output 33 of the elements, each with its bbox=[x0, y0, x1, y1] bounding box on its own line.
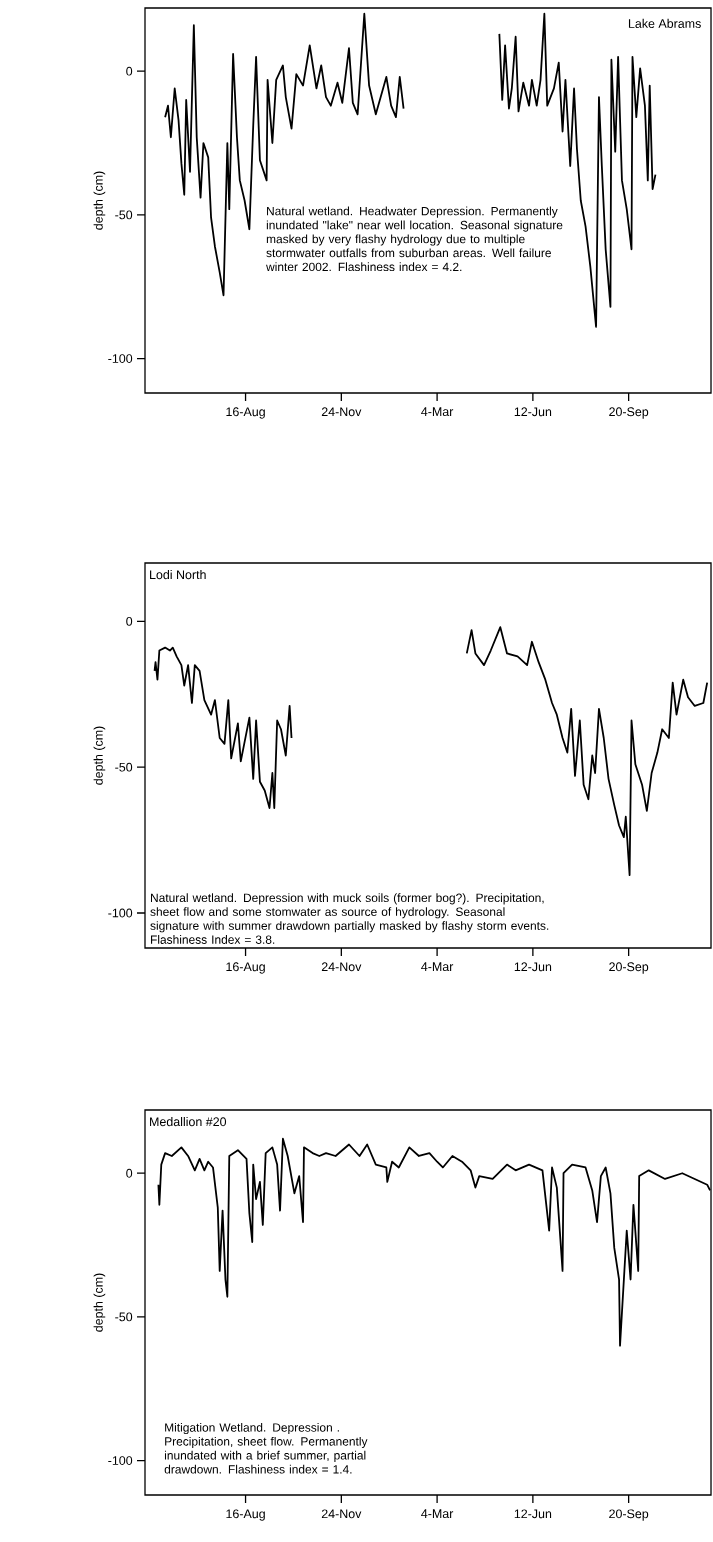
x-tick-label: 20-Sep bbox=[609, 407, 649, 419]
x-tick-label: 12-Jun bbox=[514, 962, 552, 972]
x-tick-label: 24-Nov bbox=[321, 962, 362, 972]
y-tick-label: -50 bbox=[115, 762, 133, 772]
annotation: Natural wetland. Depression with muck soils (former bog?). Precipitation, sheet flow and some stomwater as source of hydrology. Seasonal signature with summer drawdown partially masked by flashy storm events. Flashiness Index = 3.8. bbox=[150, 893, 549, 944]
y-tick-label: -50 bbox=[115, 1312, 133, 1322]
x-tick-label: 20-Sep bbox=[609, 962, 649, 974]
y-tick-label: 0 bbox=[126, 1168, 133, 1178]
y-tick-label: -100 bbox=[108, 354, 133, 363]
x-tick-label: 24-Nov bbox=[321, 407, 362, 417]
y-tick-label: -50 bbox=[115, 210, 133, 220]
x-tick-label: 16-Aug bbox=[226, 1509, 265, 1521]
x-tick-label: 12-Jun bbox=[514, 1509, 552, 1519]
x-tick-label: 20-Sep bbox=[609, 1509, 649, 1521]
x-tick-label: 4-Mar bbox=[421, 962, 454, 972]
y-axis-title: depth (cm) bbox=[93, 726, 106, 785]
text: Lake Abrams bbox=[628, 18, 701, 28]
y-tick-label: 0 bbox=[126, 66, 133, 76]
x-tick-label: 16-Aug bbox=[226, 407, 265, 419]
chart-title: Medallion #20 bbox=[150, 1116, 227, 1127]
y-tick-label: 0 bbox=[126, 616, 133, 626]
y-tick-label: -100 bbox=[108, 908, 133, 918]
y-axis-title: depth (cm) bbox=[93, 171, 106, 230]
x-tick-label: 4-Mar bbox=[421, 1509, 454, 1519]
annotation: Natural wetland. Headwater Depression. Permanently inundated "lake" near well location. Seasonal signature masked by very flashy hydrology due to multiple stormwater outfalls from suburban areas. Well failure winter 2002. Flashiness index = 4.2. bbox=[266, 206, 563, 272]
chart-title: Lodi North bbox=[150, 569, 206, 580]
x-tick-label: 4-Mar bbox=[421, 407, 454, 417]
x-tick-label: 12-Jun bbox=[514, 407, 552, 417]
x-tick-label: 24-Nov bbox=[321, 1509, 362, 1519]
y-axis-title: depth (cm) bbox=[93, 1273, 106, 1332]
annotation: Mitigation Wetland. Depression . Precipitation, sheet flow. Permanently inundated with a brief summer, partial drawdown. Flashiness index = 1.4. bbox=[164, 1422, 368, 1474]
y-tick-label: -100 bbox=[108, 1456, 133, 1465]
x-tick-label: 16-Aug bbox=[226, 962, 265, 974]
